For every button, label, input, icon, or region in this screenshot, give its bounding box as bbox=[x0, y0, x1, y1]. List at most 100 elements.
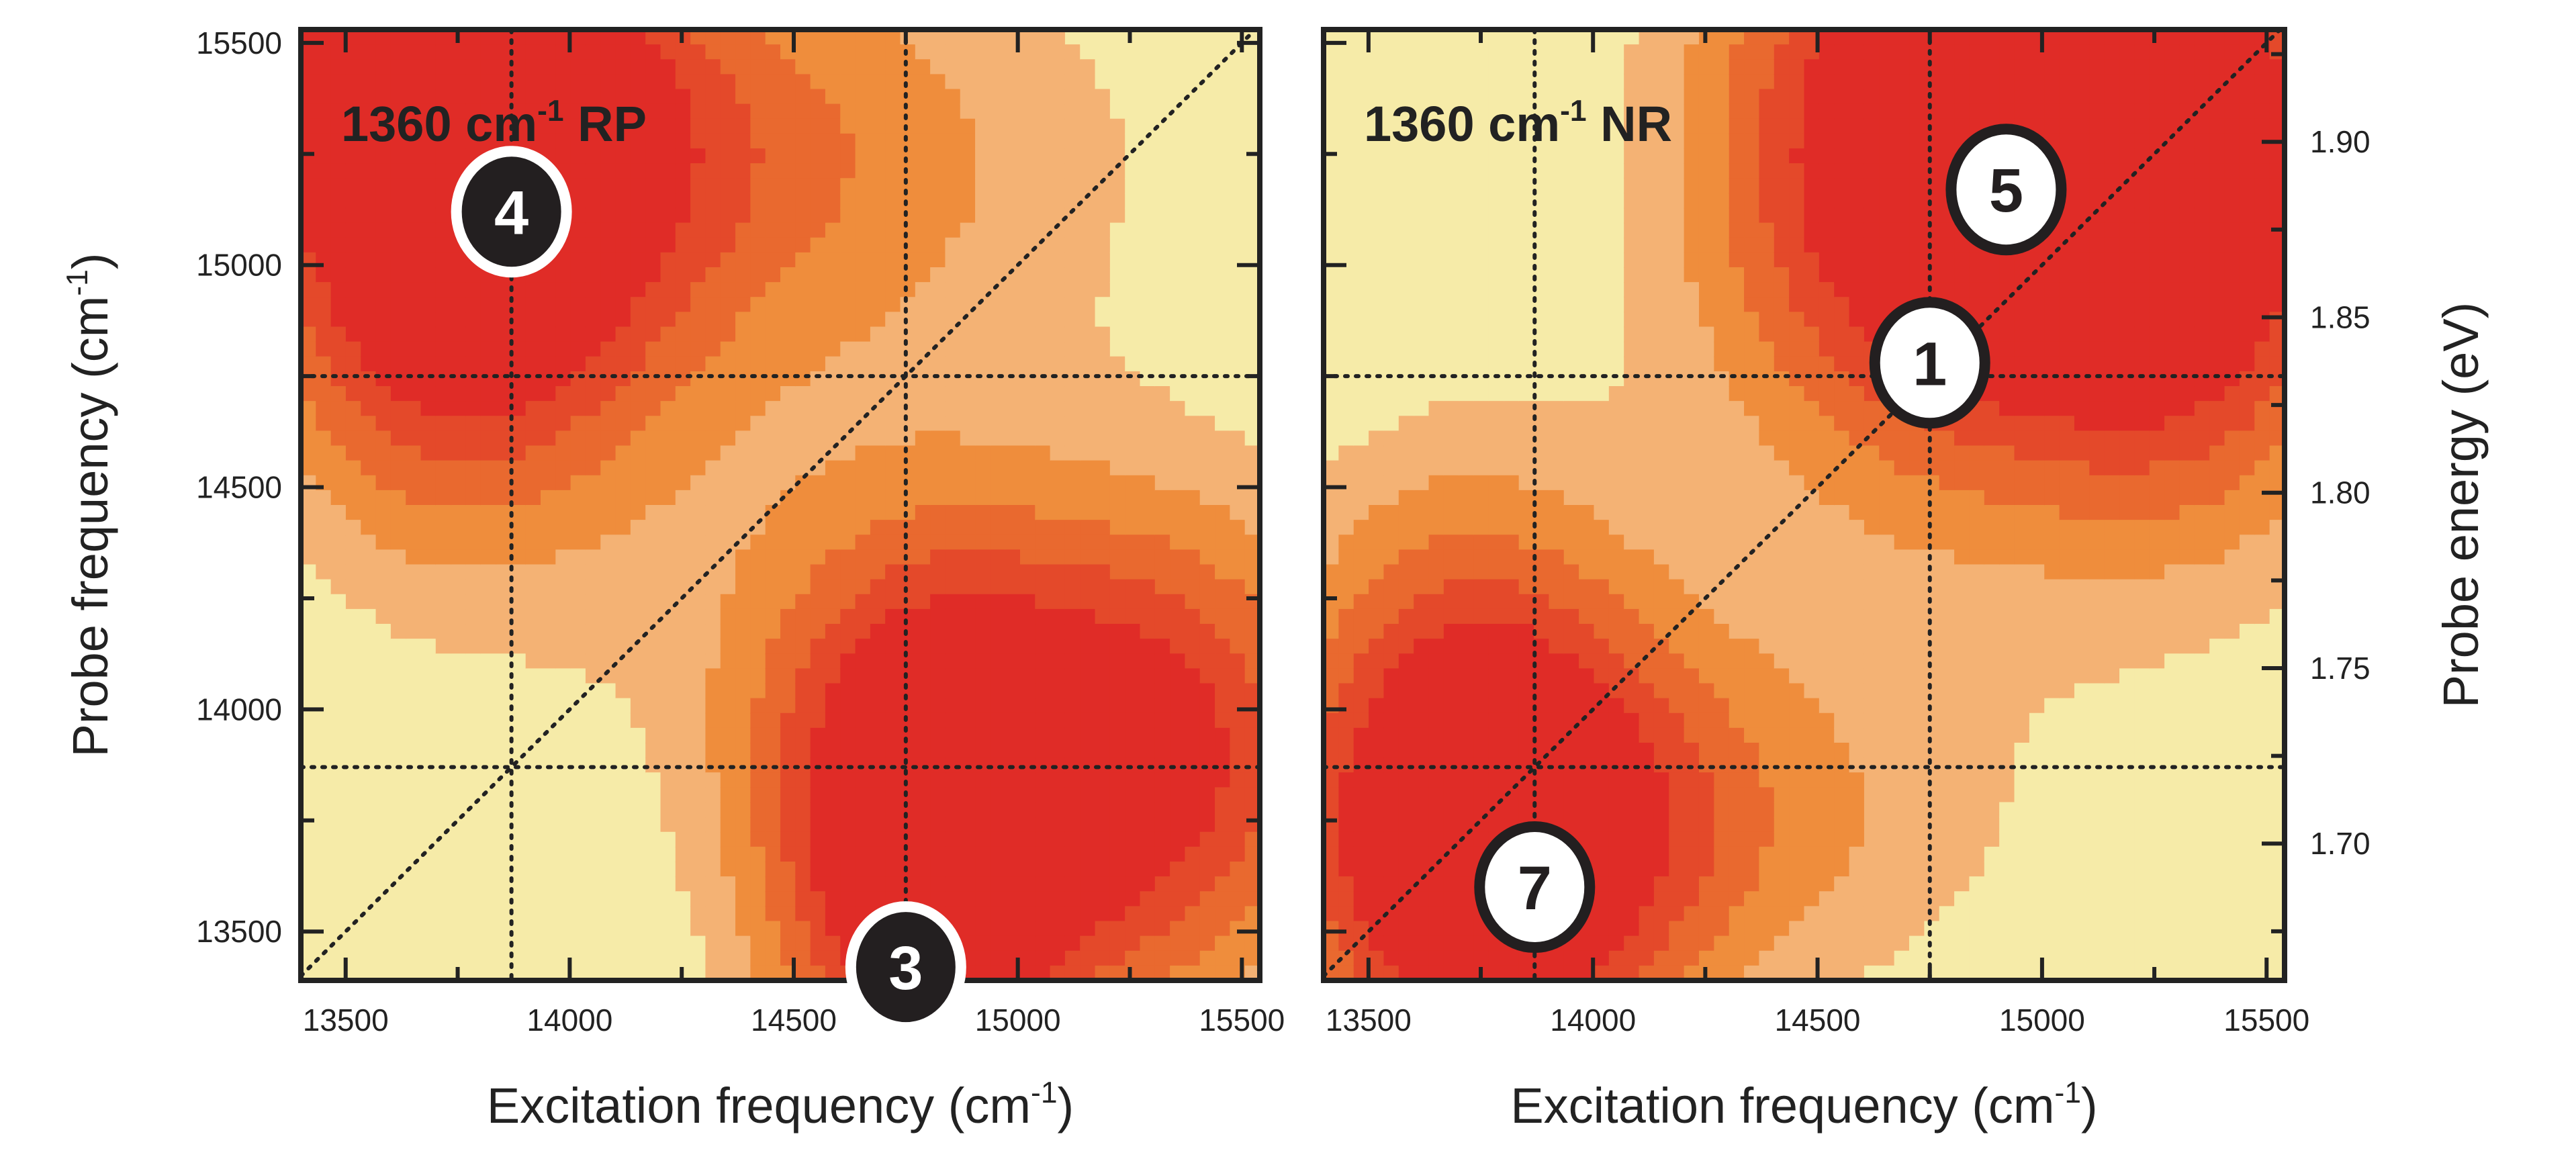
heatmap-cell bbox=[1398, 802, 1415, 818]
heatmap-cell bbox=[1338, 668, 1354, 684]
heatmap-cell bbox=[1414, 163, 1430, 179]
heatmap-cell bbox=[810, 163, 826, 179]
heatmap-cell bbox=[1230, 297, 1246, 313]
heatmap-cell bbox=[945, 59, 961, 75]
heatmap-cell bbox=[375, 416, 392, 432]
heatmap-cell bbox=[345, 624, 362, 640]
heatmap-cell bbox=[390, 831, 407, 847]
heatmap-cell bbox=[301, 267, 317, 283]
heatmap-cell bbox=[1215, 193, 1231, 209]
heatmap-cell bbox=[870, 267, 886, 283]
heatmap-cell bbox=[600, 772, 616, 788]
heatmap-cell bbox=[1185, 282, 1201, 298]
heatmap-cell bbox=[555, 906, 571, 922]
heatmap-cell bbox=[541, 267, 557, 283]
heatmap-cell bbox=[915, 89, 931, 105]
heatmap-cell bbox=[1488, 89, 1505, 105]
y-tick-label: 15500 bbox=[196, 26, 282, 60]
heatmap-cell bbox=[645, 579, 661, 595]
heatmap-cell bbox=[870, 727, 886, 743]
heatmap-cell bbox=[1398, 297, 1415, 313]
heatmap-cell bbox=[1109, 297, 1126, 313]
heatmap-cell bbox=[1035, 624, 1051, 640]
heatmap-cell bbox=[525, 817, 541, 833]
heatmap-cell bbox=[525, 282, 541, 298]
heatmap-cell bbox=[870, 846, 886, 862]
heatmap-cell bbox=[570, 252, 586, 268]
heatmap-cell bbox=[1353, 326, 1370, 342]
heatmap-cell bbox=[990, 118, 1006, 134]
heatmap-cell bbox=[885, 133, 901, 149]
heatmap-cell bbox=[1125, 430, 1141, 447]
heatmap-cell bbox=[1154, 312, 1171, 328]
heatmap-cell bbox=[1080, 341, 1096, 357]
heatmap-cell bbox=[600, 891, 616, 907]
heatmap-cell bbox=[720, 193, 737, 209]
heatmap-cell bbox=[1383, 148, 1399, 165]
heatmap-cell bbox=[406, 965, 422, 981]
heatmap-cell bbox=[1199, 653, 1216, 669]
heatmap-cell bbox=[810, 802, 826, 818]
heatmap-cell bbox=[645, 564, 661, 580]
heatmap-cell bbox=[1414, 297, 1430, 313]
heatmap-cell bbox=[451, 118, 467, 134]
heatmap-cell bbox=[1005, 505, 1021, 521]
heatmap-cell bbox=[1125, 950, 1141, 966]
heatmap-cell bbox=[435, 74, 452, 90]
heatmap-cell bbox=[915, 297, 931, 313]
heatmap-cell bbox=[630, 445, 647, 461]
heatmap-cell bbox=[301, 876, 317, 892]
heatmap-cell bbox=[660, 608, 676, 625]
heatmap-cell bbox=[975, 564, 991, 580]
heatmap-cell bbox=[1383, 965, 1399, 981]
heatmap-cell bbox=[1244, 831, 1260, 847]
heatmap-cell bbox=[1428, 237, 1444, 253]
heatmap-cell bbox=[1504, 460, 1520, 476]
heatmap-cell bbox=[600, 520, 616, 536]
heatmap-cell bbox=[825, 876, 841, 892]
heatmap-cell bbox=[435, 743, 452, 759]
heatmap-cell bbox=[496, 386, 512, 402]
heatmap-cell bbox=[660, 445, 676, 461]
heatmap-cell bbox=[615, 535, 631, 551]
heatmap-cell bbox=[1324, 564, 1340, 580]
heatmap-cell bbox=[451, 535, 467, 551]
heatmap-cell bbox=[1215, 712, 1231, 729]
heatmap-cell bbox=[541, 445, 557, 461]
heatmap-cell bbox=[480, 549, 497, 565]
heatmap-cell bbox=[510, 876, 526, 892]
heatmap-cell bbox=[406, 74, 422, 90]
heatmap-cell bbox=[541, 921, 557, 937]
heatmap-cell bbox=[915, 326, 931, 342]
heatmap-cell bbox=[825, 564, 841, 580]
heatmap-cell bbox=[390, 876, 407, 892]
heatmap-cell bbox=[1443, 430, 1460, 447]
heatmap-cell bbox=[555, 624, 571, 640]
heatmap-cell bbox=[1244, 743, 1260, 759]
heatmap-cell bbox=[780, 430, 796, 447]
heatmap-cell bbox=[645, 222, 661, 238]
heatmap-cell bbox=[1170, 356, 1186, 372]
heatmap-cell bbox=[645, 163, 661, 179]
heatmap-cell bbox=[1443, 297, 1460, 313]
heatmap-cell bbox=[795, 817, 811, 833]
heatmap-cell bbox=[1199, 743, 1216, 759]
heatmap-cell bbox=[420, 950, 436, 966]
heatmap-cell bbox=[870, 624, 886, 640]
heatmap-cell bbox=[1353, 44, 1370, 60]
heatmap-cell bbox=[615, 668, 631, 684]
heatmap-cell bbox=[645, 817, 661, 833]
heatmap-cell bbox=[645, 312, 661, 328]
heatmap-cell bbox=[1353, 653, 1370, 669]
heatmap-cell bbox=[915, 118, 931, 134]
heatmap-cell bbox=[915, 520, 931, 536]
heatmap-cell bbox=[1353, 207, 1370, 224]
heatmap-cell bbox=[1064, 624, 1081, 640]
heatmap-cell bbox=[750, 817, 766, 833]
heatmap-cell bbox=[496, 460, 512, 476]
heatmap-cell bbox=[465, 668, 481, 684]
heatmap-cell bbox=[1050, 460, 1066, 476]
heatmap-cell bbox=[765, 579, 781, 595]
heatmap-cell bbox=[361, 222, 377, 238]
heatmap-cell bbox=[1414, 727, 1430, 743]
